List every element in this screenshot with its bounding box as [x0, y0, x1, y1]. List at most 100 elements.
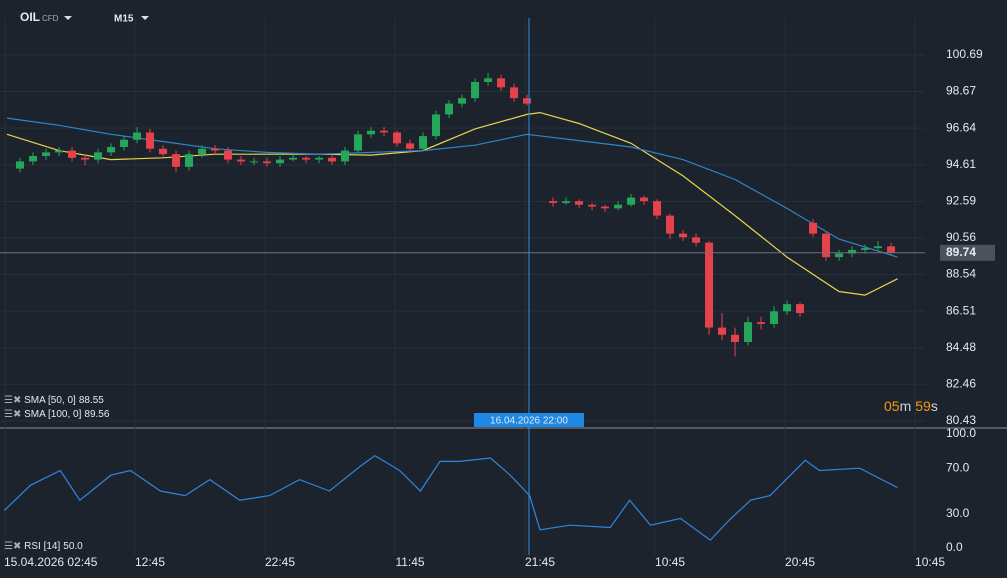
x-tick-label: 22:45: [265, 555, 295, 569]
candle-body: [354, 134, 363, 151]
indicator-name: SMA [100, 0]: [24, 409, 81, 420]
candle-body: [471, 81, 480, 99]
candle-body: [575, 201, 584, 205]
candle-body: [458, 98, 467, 104]
candle-body: [146, 132, 155, 149]
candle-body: [380, 130, 389, 133]
indicator-legend[interactable]: ☰✖ SMA [100, 0] 89.56: [4, 409, 110, 420]
y-tick-label: 92.59: [946, 193, 976, 207]
candle-body: [302, 157, 311, 160]
candle-body: [159, 148, 168, 155]
rsi-tick-label: 100.0: [946, 426, 976, 440]
candle-body: [367, 130, 376, 135]
y-tick-label: 94.61: [946, 157, 976, 171]
candle-body: [55, 150, 64, 153]
indicator-value: 89.56: [84, 409, 109, 420]
candle-body: [185, 154, 194, 167]
candle-body: [757, 322, 766, 324]
y-tick-label: 86.51: [946, 303, 976, 317]
symbol-selector[interactable]: OIL CFD: [20, 10, 72, 24]
candle-body: [640, 197, 649, 202]
candle-body: [120, 139, 129, 147]
x-tick-label: 11:45: [395, 555, 424, 569]
sma-line: [6, 117, 898, 258]
candle-body: [796, 304, 805, 314]
y-tick-label: 90.56: [946, 230, 976, 244]
y-tick-label: 80.43: [946, 413, 976, 427]
crosshair-label: 16.04.2026 22:00: [490, 416, 568, 427]
candle-body: [666, 215, 675, 234]
timeframe[interactable]: M15: [114, 14, 134, 25]
candle-body: [328, 157, 337, 162]
candle-body: [510, 87, 519, 99]
candle-body: [497, 78, 506, 88]
symbol[interactable]: OIL: [20, 10, 40, 24]
x-tick-label: 10:45: [655, 555, 685, 569]
candle-body: [744, 322, 753, 343]
x-tick-label: 20:45: [785, 555, 815, 569]
candle-body: [809, 222, 818, 234]
indicator-value: 50.0: [63, 541, 83, 552]
candle-body: [250, 161, 259, 163]
crosshair-label-bg: [473, 413, 584, 427]
x-tick-label: 10:45: [915, 555, 945, 569]
candle-body: [588, 204, 597, 207]
y-tick-label: 98.67: [946, 84, 976, 98]
candle-body: [393, 132, 402, 144]
candle-body: [861, 248, 870, 250]
candle-body: [887, 246, 896, 253]
candle-body: [432, 114, 441, 137]
candle-body: [94, 152, 103, 160]
indicator-legend[interactable]: ☰✖ SMA [50, 0] 88.55: [4, 395, 104, 406]
candle-body: [718, 327, 727, 335]
candle-body: [276, 159, 285, 164]
unit: s: [931, 398, 938, 414]
x-tick-label: 12:45: [135, 555, 165, 569]
indicator-name: RSI [14]: [24, 541, 60, 552]
candle-body: [614, 204, 623, 209]
candle-body: [198, 148, 207, 155]
candle-body: [29, 155, 38, 162]
candle-body: [406, 143, 415, 149]
symbol-type: CFD: [42, 14, 59, 23]
candle-body: [822, 233, 831, 258]
minutes: 05: [884, 398, 900, 414]
candle-body: [263, 161, 272, 164]
candle-body: [679, 233, 688, 238]
candle-body: [42, 152, 51, 156]
candle-body: [237, 159, 246, 162]
indicator-name: SMA [50, 0]: [24, 395, 76, 406]
candle-body: [549, 201, 558, 203]
candle-body: [224, 150, 233, 160]
x-tick-label: 15.04.2026 02:45: [4, 555, 98, 569]
candle-body: [770, 311, 779, 324]
candle-body: [731, 334, 740, 343]
seconds: 59: [915, 398, 931, 414]
candle-body: [341, 150, 350, 162]
candle-body: [627, 197, 636, 205]
candle-countdown: 05m 59s: [884, 398, 938, 414]
sma-line: [6, 111, 898, 296]
candle-body: [783, 304, 792, 312]
candle-body: [211, 148, 220, 151]
candle-body: [419, 136, 428, 149]
candle-body: [653, 201, 662, 216]
indicator-legend[interactable]: ☰✖ RSI [14] 50.0: [4, 541, 83, 552]
candle-body: [445, 103, 454, 115]
candle-body: [484, 78, 493, 82]
last-price-bg: [940, 244, 995, 261]
candle-body: [81, 157, 90, 160]
y-tick-label: 96.64: [946, 120, 976, 134]
candle-body: [692, 237, 701, 243]
y-tick-label: 100.69: [946, 47, 983, 61]
candle-body: [601, 206, 610, 209]
candle-body: [172, 154, 181, 167]
y-tick-label: 82.46: [946, 376, 976, 390]
candle-body: [848, 249, 857, 254]
candle-body: [835, 253, 844, 258]
y-tick-label: 88.54: [946, 267, 976, 281]
timeframe-selector[interactable]: M15: [114, 14, 149, 25]
candle-body: [107, 146, 116, 153]
rsi-line: [3, 454, 898, 541]
